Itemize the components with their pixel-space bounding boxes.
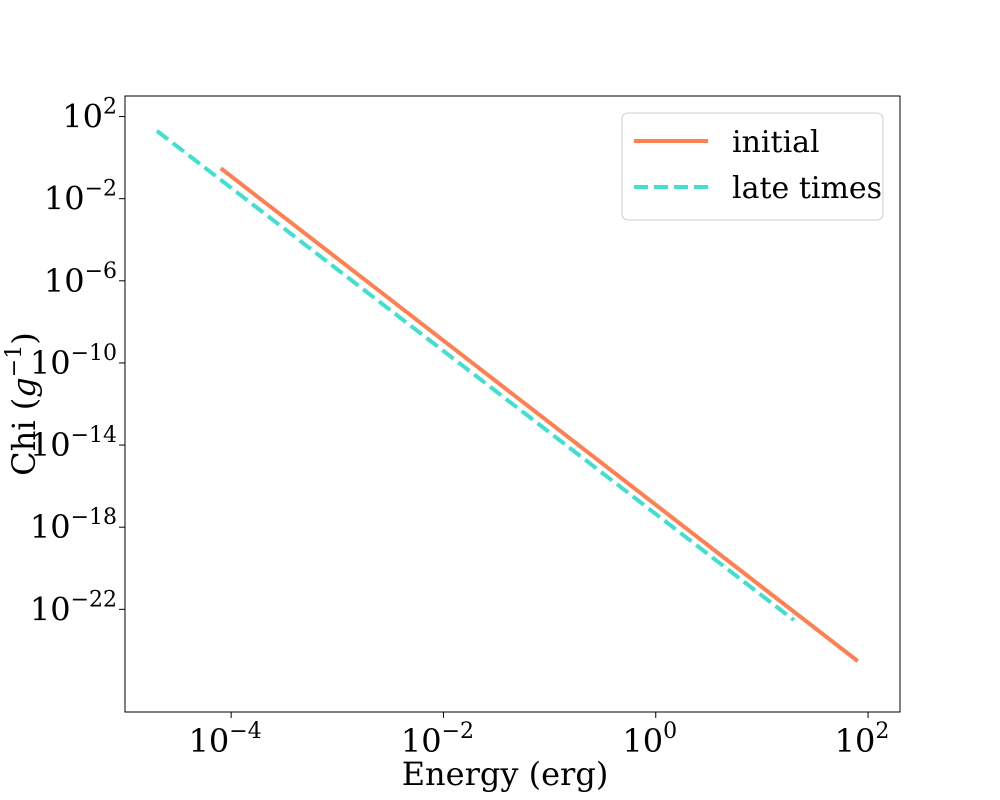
y-tick-label: 10−22 bbox=[30, 587, 117, 628]
x-tick-label: 10−2 bbox=[401, 719, 474, 760]
y-axis-label: Chi (g−1) bbox=[2, 332, 43, 475]
y-tick-base: 10 bbox=[62, 98, 103, 136]
y-tick-exponent: −14 bbox=[71, 423, 117, 448]
y-tick-base: 10 bbox=[44, 180, 85, 218]
legend: initial late times bbox=[621, 112, 884, 221]
y-axis-label-text: Chi ( bbox=[5, 398, 43, 476]
y-axis-label-exponent: −1 bbox=[2, 345, 27, 377]
y-tick-base: 10 bbox=[44, 262, 85, 300]
y-tick-exponent: −6 bbox=[85, 259, 117, 284]
y-tick-label: 102 bbox=[62, 95, 117, 136]
y-tick-label: 10−2 bbox=[44, 177, 117, 218]
y-tick-base: 10 bbox=[30, 426, 71, 464]
y-tick-label: 10−10 bbox=[30, 341, 117, 382]
series-line-late-times bbox=[155, 129, 796, 622]
x-tick-label: 100 bbox=[622, 719, 677, 760]
y-tick-exponent: −10 bbox=[71, 341, 117, 366]
y-tick-exponent: −18 bbox=[71, 505, 117, 530]
x-tick-label: 10−4 bbox=[189, 719, 262, 760]
y-tick-label: 10−6 bbox=[44, 259, 117, 300]
legend-label-initial: initial bbox=[732, 125, 820, 160]
y-tick-base: 10 bbox=[30, 508, 71, 546]
y-tick-label: 10−18 bbox=[30, 505, 117, 546]
x-tick-exponent: −2 bbox=[442, 719, 474, 744]
x-tick-exponent: 2 bbox=[875, 719, 889, 744]
x-tick-exponent: −4 bbox=[229, 719, 261, 744]
y-tick-base: 10 bbox=[30, 344, 71, 382]
series-line-initial bbox=[219, 166, 859, 663]
x-tick-label: 102 bbox=[835, 719, 890, 760]
x-tick-base: 10 bbox=[401, 722, 442, 760]
y-axis-label-symbol: g bbox=[5, 377, 43, 397]
x-tick-base: 10 bbox=[622, 722, 663, 760]
tick-layer: 10−4 10−2 100 10210210−210−610−1010−1410−18… bbox=[30, 95, 890, 760]
y-axis-label-close: ) bbox=[5, 332, 43, 344]
y-tick-label: 10−14 bbox=[30, 423, 117, 464]
x-tick-exponent: 0 bbox=[663, 719, 677, 744]
x-tick-base: 10 bbox=[189, 722, 230, 760]
y-tick-base: 10 bbox=[30, 590, 71, 628]
y-tick-exponent: 2 bbox=[103, 95, 117, 120]
x-tick-base: 10 bbox=[835, 722, 876, 760]
plot-layer bbox=[155, 129, 859, 663]
y-tick-exponent: −22 bbox=[71, 587, 117, 612]
plot-frame bbox=[124, 95, 901, 713]
x-axis-label: Energy (erg) bbox=[402, 755, 609, 793]
y-tick-exponent: −2 bbox=[85, 177, 117, 202]
legend-label-late-times: late times bbox=[732, 171, 882, 206]
